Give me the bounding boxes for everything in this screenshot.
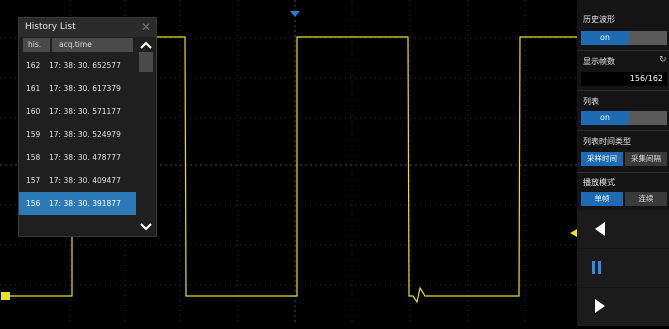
- list-on: on: [581, 111, 629, 125]
- history-list-header: his. acq.time: [23, 38, 156, 52]
- play-mode-label: 播放模式: [583, 178, 615, 187]
- list-time-type-selector[interactable]: 采样时间 采集间隔: [581, 152, 667, 166]
- table-row[interactable]: 162 17: 38: 30. 652577: [19, 54, 136, 77]
- row-index: 160: [26, 107, 41, 116]
- column-header-acq-time[interactable]: acq.time: [52, 38, 133, 52]
- scrollbar-thumb[interactable]: [139, 52, 153, 72]
- row-index: 157: [26, 176, 41, 185]
- channel-offset-marker: [1, 292, 10, 300]
- option-acq-interval[interactable]: 采集间隔: [625, 152, 667, 166]
- refresh-icon[interactable]: ↻: [659, 55, 667, 65]
- option-sample-time[interactable]: 采样时间: [581, 152, 623, 166]
- play-forward-icon: [595, 299, 605, 313]
- play-backward-button[interactable]: [577, 210, 669, 248]
- row-index: 158: [26, 153, 41, 162]
- history-wave-label: 历史波形: [583, 15, 615, 24]
- play-forward-button[interactable]: [577, 288, 669, 326]
- row-index: 156: [26, 199, 41, 208]
- table-row-selected[interactable]: 156 17: 38: 30. 391877: [19, 192, 136, 215]
- toggle-off-area: [629, 31, 667, 45]
- history-list-rows: 162 17: 38: 30. 652577 161 17: 38: 30. 617…: [19, 54, 136, 215]
- pause-icon: [592, 261, 601, 274]
- right-menu: 历史波形 on 显示帧数 ↻ 156/162 列表 on 列表时间类型 采样时间…: [577, 0, 669, 326]
- waveform-display: History List ✕ his. acq.time 162 17: 38: …: [0, 0, 577, 325]
- row-time: 17: 38: 30. 524979: [49, 130, 121, 139]
- play-mode-selector[interactable]: 单帧 连续: [581, 192, 667, 206]
- list-time-type-label: 列表时间类型: [583, 137, 631, 146]
- list-label: 列表: [583, 97, 599, 106]
- table-row[interactable]: 157 17: 38: 30. 409477: [19, 169, 136, 192]
- divider: [577, 172, 669, 173]
- close-icon[interactable]: ✕: [140, 20, 151, 34]
- row-time: 17: 38: 30. 391877: [49, 199, 121, 208]
- row-index: 162: [26, 61, 41, 70]
- history-scrollbar[interactable]: [136, 36, 156, 236]
- divider: [577, 90, 669, 91]
- row-time: 17: 38: 30. 478777: [49, 153, 121, 162]
- trigger-level-marker: [570, 229, 577, 237]
- trigger-position-marker: [290, 11, 300, 17]
- history-wave-on: on: [581, 31, 629, 45]
- frame-count-label: 显示帧数: [583, 57, 615, 66]
- option-single-frame[interactable]: 单帧: [581, 192, 623, 206]
- row-time: 17: 38: 30. 409477: [49, 176, 121, 185]
- row-index: 161: [26, 84, 41, 93]
- chevron-down-icon[interactable]: [140, 222, 152, 232]
- history-wave-toggle[interactable]: on: [581, 31, 667, 45]
- option-continuous[interactable]: 连续: [625, 192, 667, 206]
- table-row[interactable]: 160 17: 38: 30. 571177: [19, 100, 136, 123]
- frame-count-value[interactable]: 156/162: [581, 72, 667, 86]
- column-header-his[interactable]: his.: [23, 38, 50, 52]
- history-list-title: History List ✕: [19, 18, 156, 37]
- row-index: 159: [26, 130, 41, 139]
- table-row[interactable]: 158 17: 38: 30. 478777: [19, 146, 136, 169]
- toggle-off-area: [629, 111, 667, 125]
- history-list-title-text: History List: [25, 22, 76, 32]
- table-row[interactable]: 159 17: 38: 30. 524979: [19, 123, 136, 146]
- row-time: 17: 38: 30. 617379: [49, 84, 121, 93]
- pause-button[interactable]: [577, 249, 669, 287]
- table-row[interactable]: 161 17: 38: 30. 617379: [19, 77, 136, 100]
- row-time: 17: 38: 30. 652577: [49, 61, 121, 70]
- divider: [577, 50, 669, 51]
- chevron-up-icon[interactable]: [140, 40, 152, 50]
- play-backward-icon: [595, 222, 605, 236]
- divider: [577, 130, 669, 131]
- history-list-panel: History List ✕ his. acq.time 162 17: 38: …: [18, 17, 157, 237]
- list-toggle[interactable]: on: [581, 111, 667, 125]
- row-time: 17: 38: 30. 571177: [49, 107, 121, 116]
